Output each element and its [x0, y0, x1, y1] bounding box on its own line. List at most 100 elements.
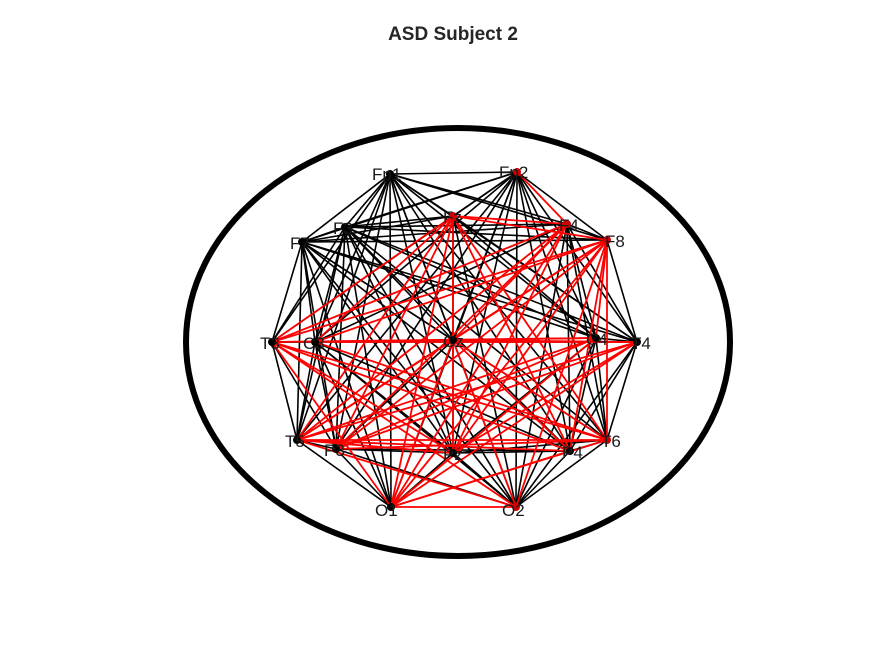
edge-Fz-C4	[452, 215, 597, 339]
edge-red-O1-T3	[271, 341, 392, 508]
edge-red-T4-T5	[296, 341, 638, 441]
edge-red-P4-T3	[271, 341, 571, 452]
edge-red-C4-T5	[296, 337, 597, 441]
edge-red-F8-O1	[390, 239, 608, 508]
head-outline	[183, 125, 733, 559]
edge-red-F4-T3	[271, 223, 568, 343]
edge-red-Cz-O2	[452, 339, 517, 508]
edge-red-F8-P4	[569, 239, 608, 452]
label-T6: T6	[601, 432, 621, 451]
edge-red-F4-T5	[296, 223, 568, 441]
edge-red-Fz-T5	[296, 215, 454, 441]
edge-F4-C3	[314, 223, 568, 343]
edge-red-Fz-T3	[271, 215, 454, 343]
edge-red-C4-T3	[271, 337, 597, 343]
edge-red-Fp2-F4	[516, 171, 568, 225]
edge-red-T6-T3	[271, 341, 608, 441]
node-P4	[566, 447, 574, 455]
node-C3	[311, 338, 319, 346]
edge-red-P4-T5	[296, 439, 571, 452]
node-Fp1	[386, 170, 394, 178]
edge-F3-Fz	[344, 215, 454, 228]
edge-red-Fz-F4	[452, 215, 568, 225]
node-Fp2	[513, 168, 521, 176]
edge-F4-C4	[566, 223, 597, 339]
edge-F3-P3	[335, 226, 346, 450]
edge-F7-T3	[271, 241, 303, 343]
edge-T6-O2	[515, 439, 608, 508]
edge-F3-T3	[271, 226, 346, 343]
edge-red-Fz-T6	[452, 215, 608, 441]
edge-Fp1-P3	[335, 173, 391, 450]
edge-Fp1-F7	[301, 173, 391, 243]
node-T6	[603, 436, 611, 444]
edge-P3-O1	[335, 448, 392, 508]
edge-red-Pz-T5	[296, 439, 454, 454]
node-O2	[512, 503, 520, 511]
node-F8	[603, 236, 611, 244]
edge-Fp2-C3	[314, 171, 518, 343]
edge-Fp2-T6	[516, 171, 608, 441]
edge-red-P4-O1	[390, 450, 571, 508]
figure-title: ASD Subject 2	[388, 24, 518, 45]
label-C4: C4	[586, 330, 608, 349]
edge-red-F8-P3	[335, 239, 608, 450]
edge-red-F8-T3	[271, 239, 608, 343]
node-Pz	[449, 449, 457, 457]
edge-red-F8-C4	[595, 239, 608, 339]
edge-P4-O2	[515, 450, 571, 508]
edge-Fp1-Fp2	[389, 171, 518, 175]
label-Fp1: Fp1	[372, 165, 401, 184]
node-F3	[341, 223, 349, 231]
label-O1: O1	[375, 501, 398, 520]
node-Fz	[449, 212, 457, 220]
edge-F3-F8	[344, 226, 608, 241]
edge-red-Cz-O1	[390, 339, 454, 508]
edge-red-T6-C3	[314, 341, 608, 441]
edge-Fp2-F8	[516, 171, 608, 241]
edge-T4-O2	[515, 341, 638, 508]
electrode-labels: Fp1 Fp2 F7 F3 Fz F4 F8 T3 C3 Cz C4 T4 T5 P3 Pz P4 T6 O1 O2	[260, 163, 651, 520]
node-C4	[592, 334, 600, 342]
label-O2: O2	[502, 501, 525, 520]
edge-Fp1-Pz	[389, 173, 454, 454]
node-O1	[387, 503, 395, 511]
edge-red-T4-O1	[390, 341, 638, 508]
edge-red-Cz-P4	[452, 339, 571, 452]
edge-F3-O1	[344, 226, 392, 508]
edge-F3-F4	[344, 223, 568, 228]
edge-Pz-T6	[452, 439, 608, 454]
edge-F7-O1	[301, 241, 392, 508]
edge-F3-T5	[296, 226, 346, 441]
edge-T5-O1	[296, 439, 392, 508]
edge-F4-F8	[566, 223, 608, 241]
edge-Fp2-T4	[516, 171, 638, 343]
edge-red-O2-T3	[271, 341, 517, 508]
node-F7	[298, 238, 306, 246]
edge-F3-O2	[344, 226, 517, 508]
edge-red-F4-Cz	[452, 223, 568, 341]
edge-C4-P4	[569, 337, 597, 452]
edge-F7-O2	[301, 241, 517, 508]
node-Cz	[449, 336, 457, 344]
label-Fz: Fz	[443, 208, 462, 227]
label-T3: T3	[260, 334, 280, 353]
edge-F8-T4	[606, 239, 638, 343]
electrode-nodes	[268, 168, 641, 511]
edge-F3-T6	[344, 226, 608, 441]
label-T4: T4	[631, 334, 651, 353]
label-C3: C3	[303, 334, 325, 353]
label-F4: F4	[559, 216, 579, 235]
node-T4	[633, 338, 641, 346]
edge-F7-F3	[301, 226, 346, 243]
red-edges	[271, 171, 638, 508]
edge-F7-Pz	[301, 241, 454, 454]
edge-red-Fz-F8	[452, 215, 608, 241]
node-T5	[293, 436, 301, 444]
edge-red-T4-Pz	[452, 341, 638, 454]
label-P3: P3	[324, 441, 345, 460]
edge-Fp1-F3	[344, 173, 391, 228]
edge-red-F8-Cz	[452, 239, 608, 341]
edge-red-Fz-P3	[335, 215, 454, 450]
